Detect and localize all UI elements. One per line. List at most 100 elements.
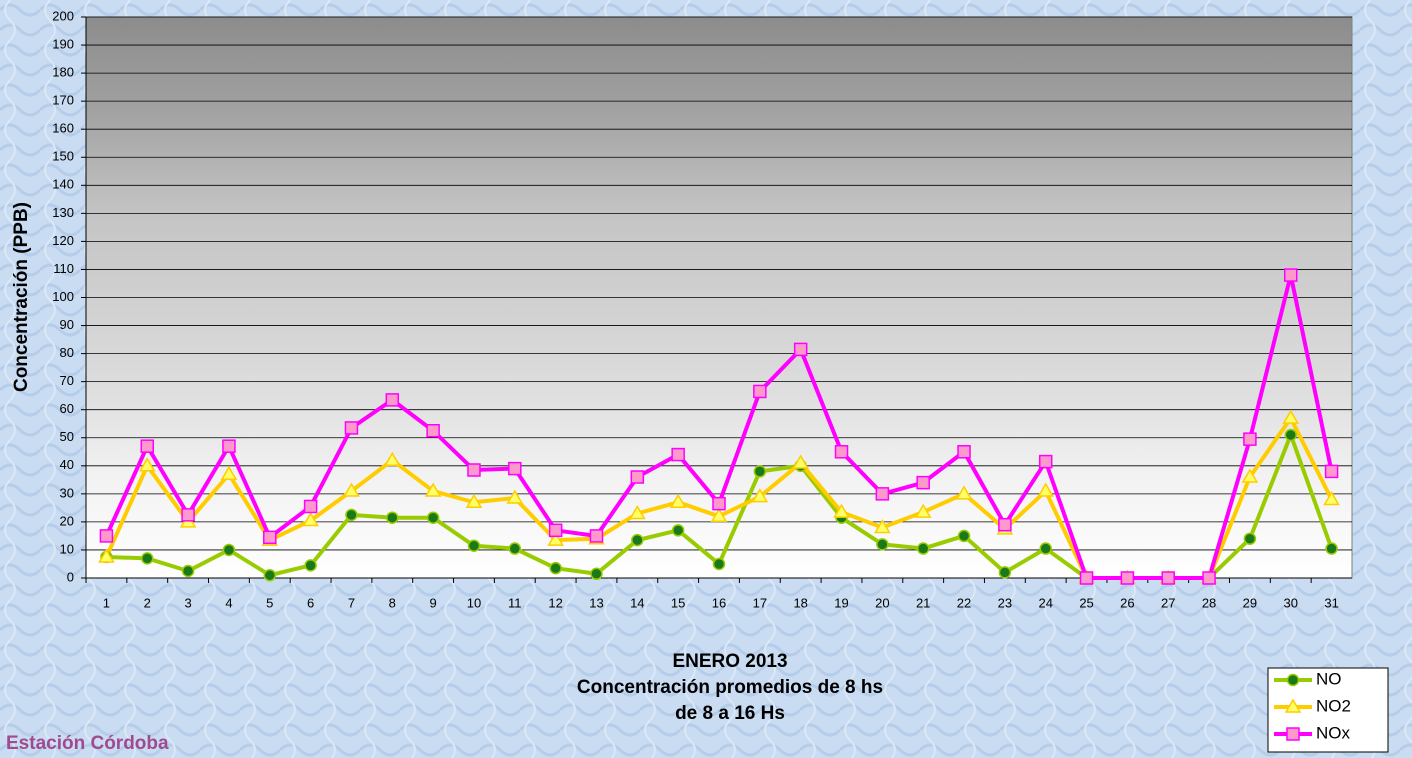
y-tick-label: 50 [60,429,74,444]
y-tick-label: 200 [52,8,74,23]
data-point [1244,533,1255,544]
data-point [1285,429,1296,440]
y-tick-label: 30 [60,485,74,500]
data-point [468,464,480,476]
x-tick-label: 19 [834,595,848,610]
data-point [714,558,725,569]
data-point [142,553,153,564]
x-tick-label: 8 [389,595,396,610]
x-tick-label: 14 [630,595,644,610]
x-tick-label: 23 [998,595,1012,610]
x-tick-label: 11 [508,595,522,610]
data-point [672,449,684,461]
x-tick-label: 10 [467,595,481,610]
data-point [713,498,725,510]
data-point [1121,572,1133,584]
data-point [305,560,316,571]
page: {"chart_data": {"type": "line", "title":… [0,0,1412,758]
x-tick-label: 29 [1243,595,1257,610]
data-point [509,463,521,475]
data-point [1162,572,1174,584]
data-point [754,385,766,397]
x-tick-label: 5 [266,595,273,610]
data-point [345,422,357,434]
data-point [264,570,275,581]
data-point [550,524,562,536]
legend-marker [1287,728,1299,740]
data-point [1326,465,1338,477]
y-tick-label: 170 [52,93,74,108]
data-point [590,530,602,542]
y-tick-label: 70 [60,373,74,388]
x-tick-label: 18 [793,595,807,610]
legend-label: NO [1316,669,1342,688]
x-tick-label: 3 [184,595,191,610]
data-point [182,509,194,521]
y-tick-label: 10 [60,541,74,556]
data-point [918,543,929,554]
x-tick-label: 31 [1324,595,1338,610]
y-tick-label: 190 [52,36,74,51]
x-tick-label: 27 [1161,595,1175,610]
data-point [264,531,276,543]
x-tick-label: 17 [753,595,767,610]
data-point [509,543,520,554]
x-tick-label: 16 [712,595,726,610]
y-tick-label: 60 [60,401,74,416]
data-point [346,509,357,520]
data-point [836,446,848,458]
y-tick-label: 40 [60,457,74,472]
data-point [1244,433,1256,445]
y-tick-label: 0 [67,569,74,584]
data-point [223,440,235,452]
x-tick-label: 4 [225,595,232,610]
y-tick-label: 160 [52,121,74,136]
data-point [876,488,888,500]
annotation: Estación Córdoba [6,733,169,754]
chart-title: Concentración promedios de 8 hs [577,677,883,698]
data-point [223,544,234,555]
x-tick-label: 15 [671,595,685,610]
data-point [387,512,398,523]
data-point [591,568,602,579]
legend-label: NO2 [1316,696,1351,715]
x-tick-label: 24 [1038,595,1052,610]
legend-marker [1288,675,1299,686]
x-tick-label: 22 [957,595,971,610]
x-tick-label: 1 [103,595,110,610]
data-point [100,530,112,542]
data-point [958,446,970,458]
x-tick-label: 13 [589,595,603,610]
y-tick-label: 130 [52,205,74,220]
chart: ENERO 2013 Concentración promedios de 8 … [0,0,1412,758]
y-tick-label: 120 [52,233,74,248]
y-tick-label: 180 [52,65,74,80]
data-point [305,500,317,512]
x-tick-label: 6 [307,595,314,610]
x-tick-label: 21 [916,595,930,610]
data-point [427,425,439,437]
legend-label: NOx [1316,723,1351,742]
data-point [877,539,888,550]
y-tick-label: 140 [52,177,74,192]
x-tick-label: 12 [548,595,562,610]
data-point [550,563,561,574]
data-point [959,530,970,541]
x-tick-label: 20 [875,595,889,610]
data-point [999,519,1011,531]
x-tick-label: 25 [1079,595,1093,610]
data-point [386,394,398,406]
y-tick-label: 90 [60,317,74,332]
y-tick-label: 20 [60,513,74,528]
data-point [1203,572,1215,584]
x-tick-label: 30 [1284,595,1298,610]
data-point [1326,543,1337,554]
data-point [428,512,439,523]
x-tick-label: 9 [430,595,437,610]
data-point [631,471,643,483]
chart-title: ENERO 2013 [672,651,787,672]
x-tick-label: 26 [1120,595,1134,610]
data-point [917,477,929,489]
x-tick-label: 28 [1202,595,1216,610]
data-point [1081,572,1093,584]
